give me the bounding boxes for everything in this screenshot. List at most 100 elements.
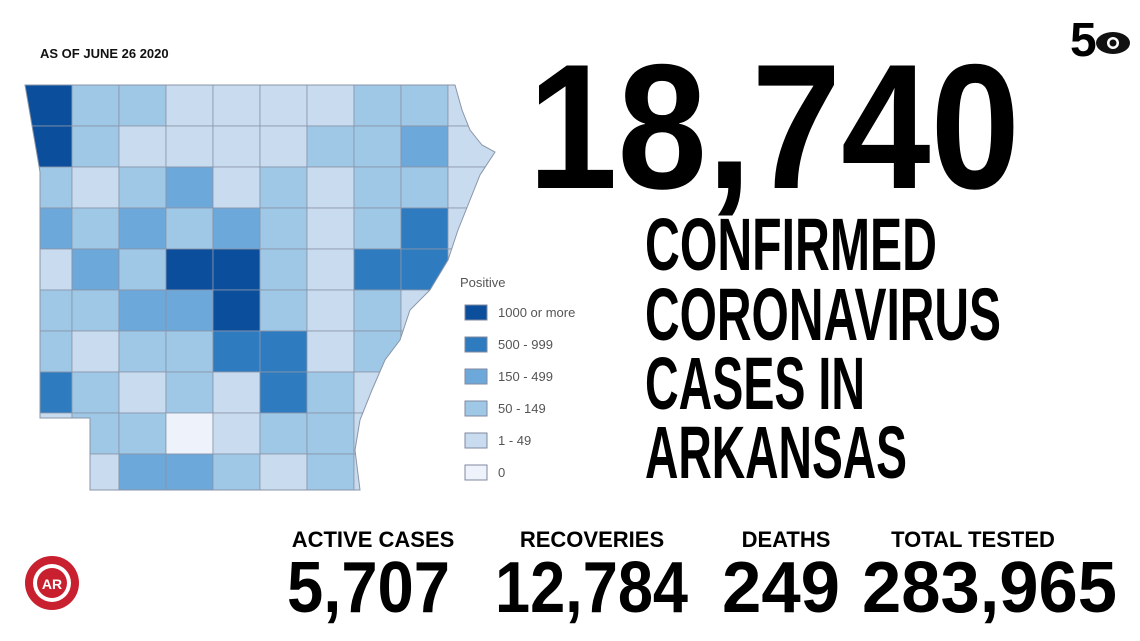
county (118, 330, 167, 373)
stat-label: ACTIVE CASES (292, 527, 455, 552)
county (118, 207, 167, 250)
county (25, 412, 73, 455)
county (118, 166, 167, 209)
stat-label: DEATHS (742, 527, 831, 552)
legend-swatch (464, 464, 488, 481)
county (400, 330, 449, 373)
county (259, 330, 308, 373)
county (212, 330, 261, 373)
headline-line: CASES IN (645, 342, 865, 425)
county (306, 453, 355, 490)
county (400, 453, 449, 490)
legend-label: 1000 or more (498, 305, 575, 320)
legend: 1000 or more 500 - 999 150 - 499 50 - 149 1 … (464, 304, 575, 481)
as-of-date: AS OF JUNE 26 2020 (40, 46, 169, 61)
county (306, 371, 355, 414)
county (118, 412, 167, 455)
logo-pupil (1109, 39, 1117, 47)
county (212, 85, 261, 127)
county (25, 453, 73, 490)
legend-label: 1 - 49 (498, 433, 531, 448)
county (118, 289, 167, 332)
county (25, 330, 73, 373)
county (71, 207, 120, 250)
headline-line: CONFIRMED (645, 203, 937, 286)
county (353, 207, 402, 250)
legend-swatch (464, 304, 488, 321)
county (165, 248, 214, 291)
legend-swatch (464, 368, 488, 385)
county (25, 371, 73, 414)
stat-label: RECOVERIES (520, 527, 664, 552)
county (165, 289, 214, 332)
county (71, 330, 120, 373)
legend-label: 50 - 149 (498, 401, 546, 416)
county (306, 330, 355, 373)
county (259, 453, 308, 490)
county (212, 248, 261, 291)
county (353, 248, 402, 291)
legend-title: Positive (460, 275, 506, 290)
county (212, 166, 261, 209)
legend-swatch (464, 336, 488, 353)
county (306, 289, 355, 332)
county (212, 125, 261, 168)
county (165, 330, 214, 373)
county (306, 207, 355, 250)
county (71, 412, 120, 455)
county (212, 289, 261, 332)
county (118, 453, 167, 490)
county (400, 207, 449, 250)
county (400, 125, 449, 168)
county (165, 85, 214, 127)
county (400, 248, 449, 291)
county (400, 412, 449, 455)
county (353, 125, 402, 168)
stat-value: 5,707 (287, 548, 450, 628)
legend-swatch (464, 432, 488, 449)
county (165, 371, 214, 414)
headline-line: CORONAVIRUS (645, 273, 1001, 356)
seal-text: AR (42, 576, 62, 592)
county (118, 248, 167, 291)
county (71, 371, 120, 414)
county (212, 453, 261, 490)
county (400, 85, 449, 127)
county (400, 371, 449, 414)
county (259, 207, 308, 250)
county (306, 85, 355, 127)
county (353, 85, 402, 127)
logo-number: 5 (1070, 14, 1097, 67)
county (165, 453, 214, 490)
county-map (25, 85, 495, 490)
county (259, 166, 308, 209)
county (306, 166, 355, 209)
county (25, 85, 73, 127)
county (25, 207, 73, 250)
county (353, 412, 402, 455)
county (165, 166, 214, 209)
county (447, 85, 495, 127)
county (259, 371, 308, 414)
county (306, 248, 355, 291)
county (25, 125, 73, 168)
county (165, 412, 214, 455)
legend-label: 0 (498, 465, 505, 480)
county (353, 330, 402, 373)
county (212, 207, 261, 250)
county (447, 207, 495, 250)
seal-core (37, 568, 67, 598)
legend-label: 500 - 999 (498, 337, 553, 352)
county (400, 166, 449, 209)
county (118, 125, 167, 168)
county (447, 166, 495, 209)
health-seal: AR (25, 556, 79, 610)
county (353, 166, 402, 209)
total-cases: 18,740 (528, 27, 1020, 226)
county (212, 412, 261, 455)
county (71, 125, 120, 168)
county (259, 125, 308, 168)
county (118, 85, 167, 127)
county (259, 289, 308, 332)
